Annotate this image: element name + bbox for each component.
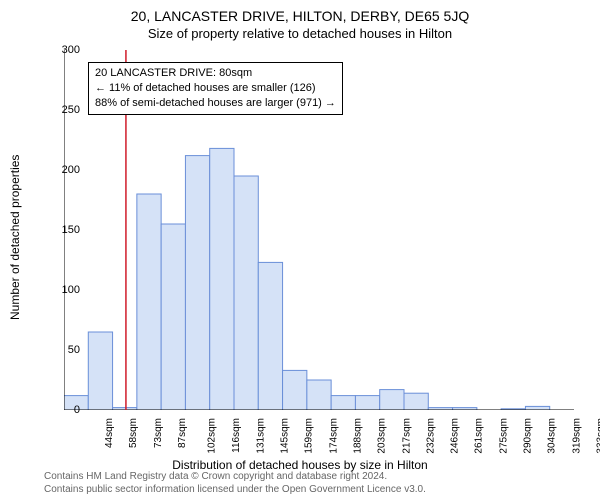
y-tick-label: 300 [50, 44, 80, 56]
x-tick-label: 58sqm [128, 418, 139, 448]
histogram-bar [88, 332, 112, 410]
y-tick-label: 100 [50, 284, 80, 296]
x-tick-label: 246sqm [450, 418, 461, 454]
histogram-bar [210, 148, 234, 410]
annotation-line-2: 88% of semi-detached houses are larger (… [95, 96, 336, 111]
histogram-bar [234, 176, 258, 410]
y-axis-label: Number of detached properties [8, 155, 22, 320]
x-tick-label: 261sqm [474, 418, 485, 454]
x-tick-label: 44sqm [104, 418, 115, 448]
chart-title-sub: Size of property relative to detached ho… [0, 24, 600, 41]
x-tick-label: 87sqm [177, 418, 188, 448]
x-tick-label: 131sqm [255, 418, 266, 454]
license-text: Contains HM Land Registry data © Crown c… [44, 470, 426, 496]
histogram-bar [185, 156, 209, 410]
histogram-bar [161, 224, 185, 410]
license-line-2: Contains public sector information licen… [44, 483, 426, 496]
histogram-bar [404, 393, 428, 410]
chart-title-main: 20, LANCASTER DRIVE, HILTON, DERBY, DE65… [0, 0, 600, 24]
chart-container: 20, LANCASTER DRIVE, HILTON, DERBY, DE65… [0, 0, 600, 500]
y-tick-label: 250 [50, 104, 80, 116]
annotation-line-0: 20 LANCASTER DRIVE: 80sqm [95, 66, 336, 81]
x-tick-label: 232sqm [425, 418, 436, 454]
histogram-bar [331, 396, 355, 410]
histogram-bar [525, 406, 549, 410]
x-tick-label: 174sqm [328, 418, 339, 454]
x-tick-label: 304sqm [547, 418, 558, 454]
x-tick-label: 275sqm [498, 418, 509, 454]
x-tick-label: 116sqm [230, 418, 241, 453]
x-tick-label: 203sqm [377, 418, 388, 454]
histogram-bar [307, 380, 331, 410]
x-tick-label: 188sqm [353, 418, 364, 454]
x-tick-label: 333sqm [595, 418, 600, 454]
x-tick-label: 102sqm [207, 418, 218, 454]
annotation-line-1: ← 11% of detached houses are smaller (12… [95, 81, 336, 96]
annotation-box: 20 LANCASTER DRIVE: 80sqm ← 11% of detac… [88, 62, 343, 115]
histogram-bar [355, 396, 379, 410]
x-tick-label: 159sqm [304, 418, 315, 454]
license-line-1: Contains HM Land Registry data © Crown c… [44, 470, 426, 483]
x-tick-label: 319sqm [571, 418, 582, 454]
y-tick-label: 0 [50, 404, 80, 416]
y-tick-label: 50 [50, 344, 80, 356]
x-tick-label: 290sqm [523, 418, 534, 454]
histogram-bar [380, 390, 404, 410]
histogram-bar [258, 262, 282, 410]
y-tick-label: 200 [50, 164, 80, 176]
y-tick-label: 150 [50, 224, 80, 236]
x-tick-label: 217sqm [401, 418, 412, 454]
histogram-bar [137, 194, 161, 410]
histogram-bar [283, 370, 307, 410]
x-tick-label: 73sqm [153, 418, 164, 448]
x-tick-label: 145sqm [280, 418, 291, 454]
